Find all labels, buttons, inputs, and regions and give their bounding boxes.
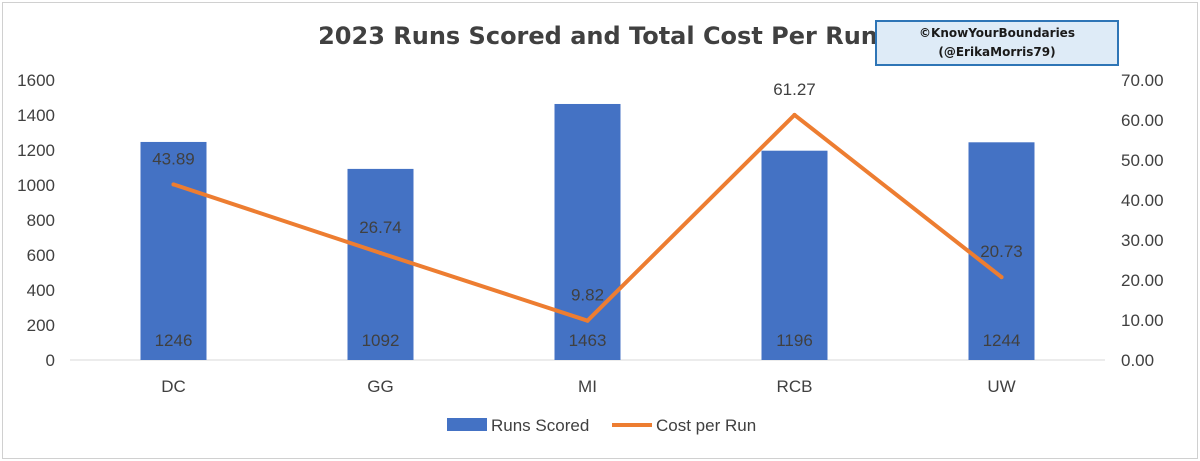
watermark-background <box>875 20 1119 66</box>
cost-label-rcb: 61.27 <box>773 80 816 99</box>
left-axis-tick-label: 200 <box>27 316 55 335</box>
watermark-box: ©KnowYourBoundaries (@ErikaMorris79) <box>875 20 1119 66</box>
cost-label-dc: 43.89 <box>152 149 195 168</box>
left-axis-tick-label: 1200 <box>17 141 55 160</box>
legend-label-cost-per-run: Cost per Run <box>656 416 756 435</box>
left-axis-tick-label: 600 <box>27 246 55 265</box>
chart-title: 2023 Runs Scored and Total Cost Per Run <box>318 22 878 50</box>
watermark-line-1: ©KnowYourBoundaries <box>919 26 1075 40</box>
cost-point-dc <box>171 182 176 187</box>
category-label-dc: DC <box>161 377 186 396</box>
category-label-gg: GG <box>367 377 393 396</box>
cost-label-uw: 20.73 <box>980 242 1023 261</box>
legend: Runs Scored Cost per Run <box>447 416 756 435</box>
watermark-line-2: (@ErikaMorris79) <box>938 45 1055 59</box>
bar-label-rcb: 1196 <box>776 331 813 350</box>
bar-dc <box>140 141 207 360</box>
cost-label-mi: 9.82 <box>571 286 604 305</box>
right-axis-tick-label: 10.00 <box>1121 311 1164 330</box>
category-label-rcb: RCB <box>777 377 813 396</box>
legend-swatch-runs-scored <box>447 418 487 431</box>
right-axis-tick-label: 60.00 <box>1121 111 1164 130</box>
cost-point-rcb <box>792 112 797 117</box>
category-label-mi: MI <box>578 377 597 396</box>
category-labels: DC GG MI RCB UW <box>161 377 1015 396</box>
right-axis-ticks: 0.00 10.00 20.00 30.00 40.00 50.00 60.00 70.00 <box>1121 71 1164 370</box>
right-axis-tick-label: 40.00 <box>1121 191 1164 210</box>
left-axis-tick-label: 0 <box>46 351 55 370</box>
left-axis-tick-label: 1400 <box>17 106 55 125</box>
bar-rcb <box>761 150 828 360</box>
cost-per-run-series <box>171 112 1004 323</box>
right-axis-tick-label: 20.00 <box>1121 271 1164 290</box>
right-axis-tick-label: 70.00 <box>1121 71 1164 90</box>
bar-gg <box>347 168 414 360</box>
legend-label-runs-scored: Runs Scored <box>491 416 589 435</box>
bar-data-labels: 1246 1092 1463 1196 1244 <box>155 331 1021 350</box>
right-axis-tick-label: 30.00 <box>1121 231 1164 250</box>
cost-point-uw <box>999 275 1004 280</box>
right-axis-tick-label: 0.00 <box>1121 351 1154 370</box>
left-axis-ticks: 0 200 400 600 800 1000 1200 1400 1600 <box>17 71 55 370</box>
left-axis-tick-label: 1000 <box>17 176 55 195</box>
cost-point-mi <box>585 318 590 323</box>
bar-label-mi: 1463 <box>569 331 607 350</box>
bar-label-dc: 1246 <box>155 331 193 350</box>
bar-uw <box>968 142 1035 360</box>
right-axis-tick-label: 50.00 <box>1121 151 1164 170</box>
line-data-labels: 43.89 26.74 9.82 61.27 20.73 <box>152 80 1023 305</box>
left-axis-tick-label: 800 <box>27 211 55 230</box>
left-axis-tick-label: 400 <box>27 281 55 300</box>
cost-label-gg: 26.74 <box>359 218 402 237</box>
category-label-uw: UW <box>987 377 1015 396</box>
bar-label-uw: 1244 <box>983 331 1021 350</box>
bar-label-gg: 1092 <box>362 331 400 350</box>
left-axis-tick-label: 1600 <box>17 71 55 90</box>
cost-point-gg <box>378 251 383 256</box>
runs-scored-bars <box>140 103 1035 360</box>
bar-mi <box>554 103 621 360</box>
